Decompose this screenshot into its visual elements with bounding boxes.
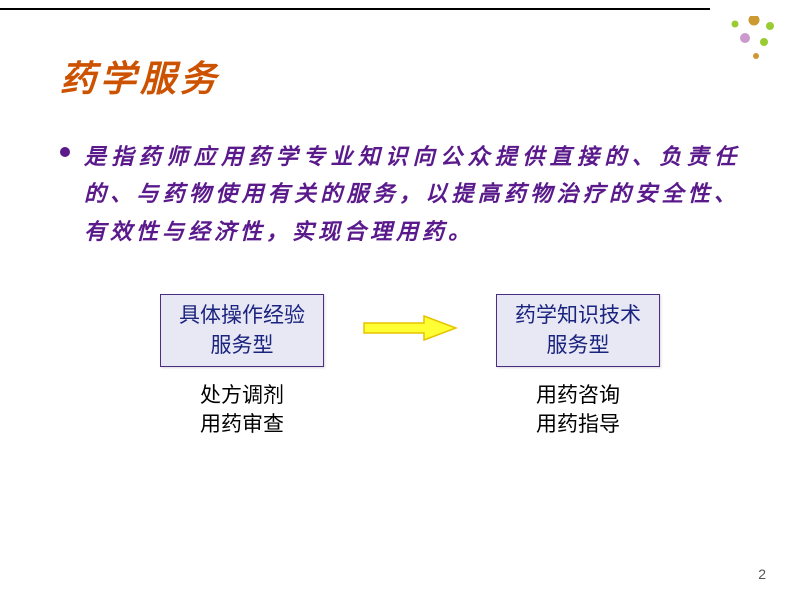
right-sub-line2: 用药指导 — [536, 410, 620, 439]
right-sub-line1: 用药咨询 — [536, 381, 620, 410]
arrow — [362, 294, 458, 362]
right-box: 药学知识技术 服务型 — [496, 294, 660, 367]
page-number: 2 — [758, 566, 766, 582]
right-box-line2: 服务型 — [515, 331, 641, 360]
slide-title: 药学服务 — [60, 50, 740, 102]
top-rule — [0, 8, 710, 10]
bullet-marker — [60, 147, 70, 157]
left-column: 具体操作经验 服务型 处方调剂 用药审查 — [160, 294, 324, 440]
slide: 药学服务 是指药师应用药学专业知识向公众提供直接的、负责任的、与药物使用有关的服… — [0, 0, 800, 600]
corner-dots — [720, 16, 780, 64]
left-subtext: 处方调剂 用药审查 — [200, 381, 284, 440]
left-box-line1: 具体操作经验 — [179, 301, 305, 330]
left-sub-line1: 处方调剂 — [200, 381, 284, 410]
left-sub-line2: 用药审查 — [200, 410, 284, 439]
body-paragraph: 是指药师应用药学专业知识向公众提供直接的、负责任的、与药物使用有关的服务，以提高… — [84, 138, 740, 250]
flow-diagram: 具体操作经验 服务型 处方调剂 用药审查 药学知识技术 服务型 用药咨询 用药指… — [60, 294, 740, 440]
arrow-shape — [364, 316, 456, 340]
left-box: 具体操作经验 服务型 — [160, 294, 324, 367]
right-box-line1: 药学知识技术 — [515, 301, 641, 330]
bullet-item: 是指药师应用药学专业知识向公众提供直接的、负责任的、与药物使用有关的服务，以提高… — [60, 138, 740, 250]
right-column: 药学知识技术 服务型 用药咨询 用药指导 — [496, 294, 660, 440]
right-subtext: 用药咨询 用药指导 — [536, 381, 620, 440]
left-box-line2: 服务型 — [179, 331, 305, 360]
